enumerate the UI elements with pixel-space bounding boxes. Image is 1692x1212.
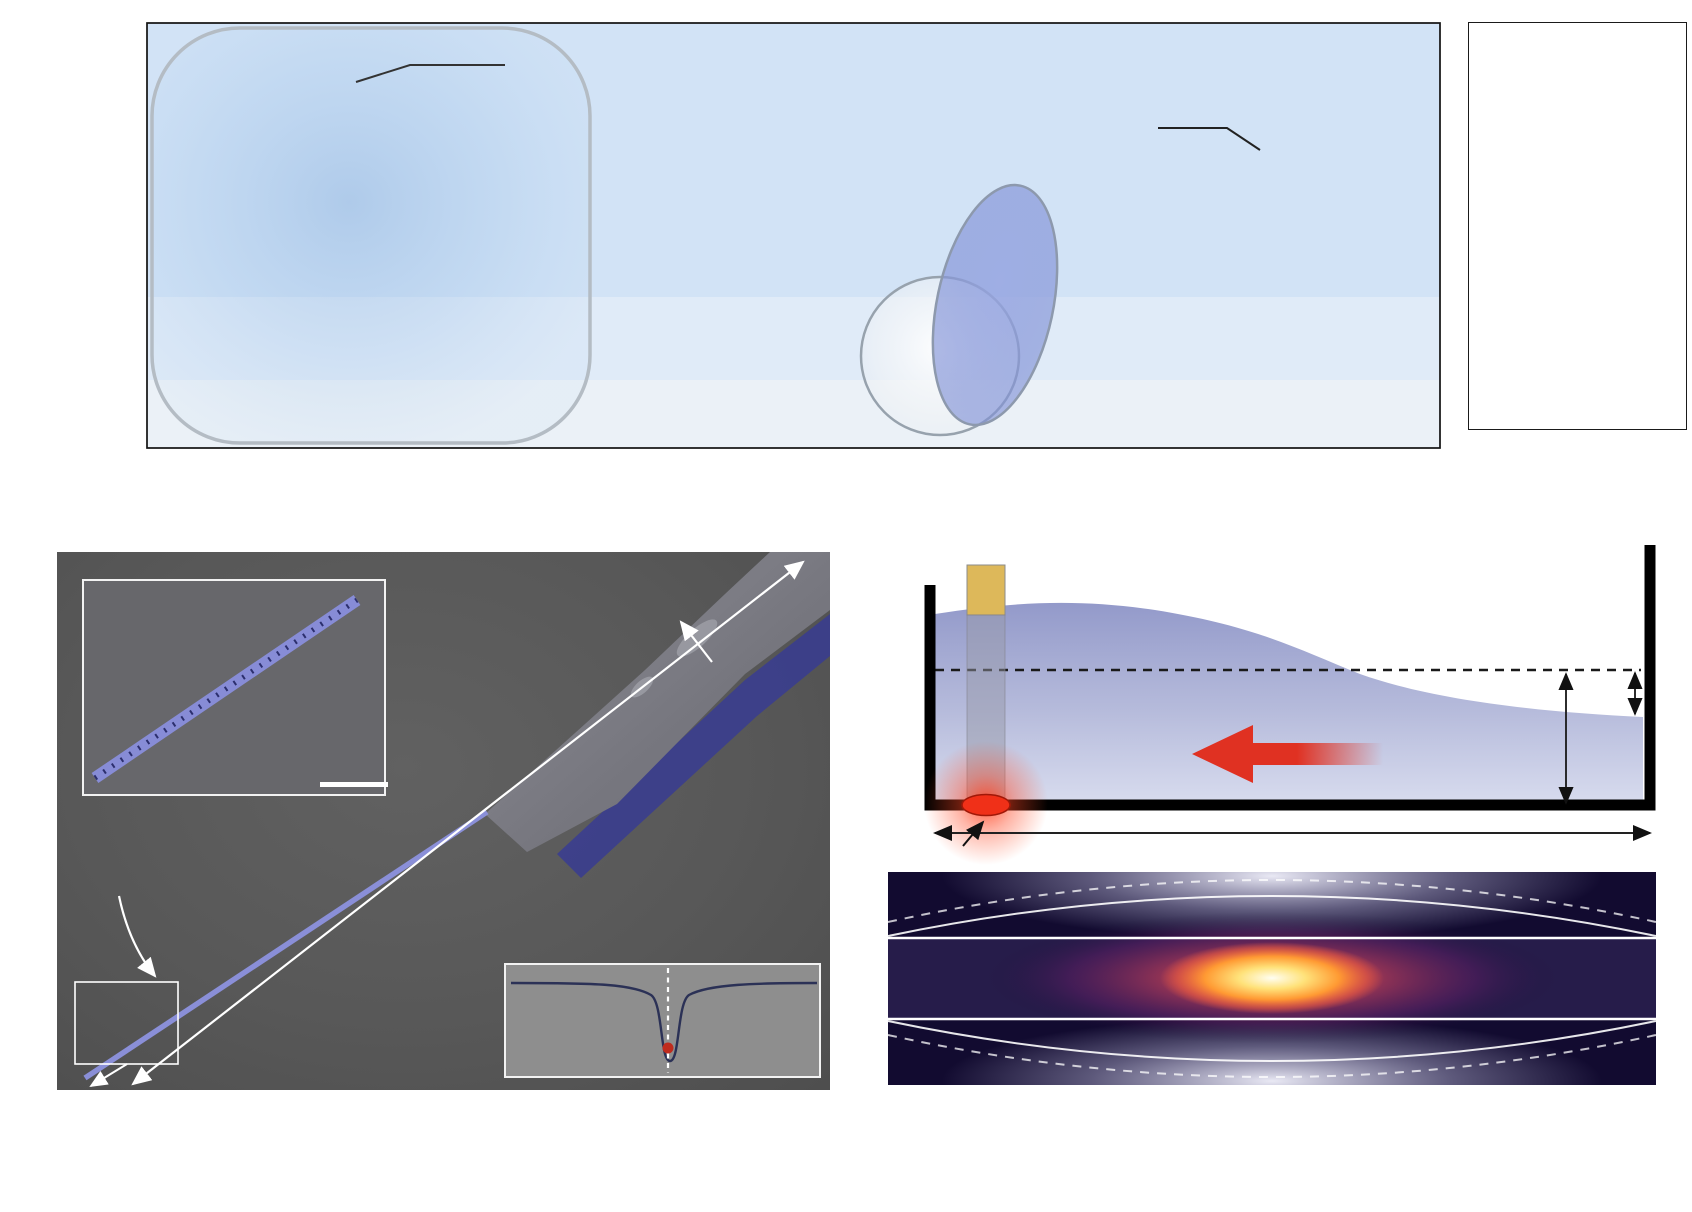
plot-frame: [146, 22, 1441, 449]
bottom-clamp-glow: [942, 1017, 1602, 1085]
this-work-leader-line: [355, 64, 505, 83]
resonance-inset: [504, 963, 821, 1078]
ruler: [966, 564, 1006, 803]
nanobeam: [83, 809, 489, 1081]
tsunamis-region: [931, 183, 1059, 427]
superfluids-region: [150, 26, 592, 445]
envelope-curve-bottom: [888, 1020, 1656, 1062]
optical-fiber-arrow: [679, 620, 713, 663]
sem-image-panel: [57, 552, 830, 1090]
chart-legend: [1468, 22, 1687, 430]
flume-schematic: [924, 545, 1656, 865]
beam-end-arrow: [89, 1063, 128, 1088]
extreme-flows-leader-line: [1158, 127, 1261, 151]
mode-core: [1160, 942, 1384, 1014]
photonic-crystal-arrow: [962, 820, 985, 847]
cavity-arrow: [117, 895, 157, 978]
top-clamp-glow: [942, 872, 1602, 940]
envelope-curve-top: [888, 895, 1656, 937]
sem-inset: [82, 579, 388, 796]
flume-extent-arrow: [131, 560, 805, 1086]
tank-walls: [924, 545, 1656, 811]
operating-point-dot: [662, 1042, 674, 1054]
ursell-number-chart: [146, 22, 1441, 449]
pump-arrow: [1192, 725, 1383, 783]
scale-bar: [320, 782, 388, 787]
resonance-curve: [510, 981, 818, 1063]
photonic-crystal-dot: [961, 793, 1011, 817]
helium-water: [935, 602, 1643, 800]
cavity-mode-simulation: [888, 872, 1656, 1085]
